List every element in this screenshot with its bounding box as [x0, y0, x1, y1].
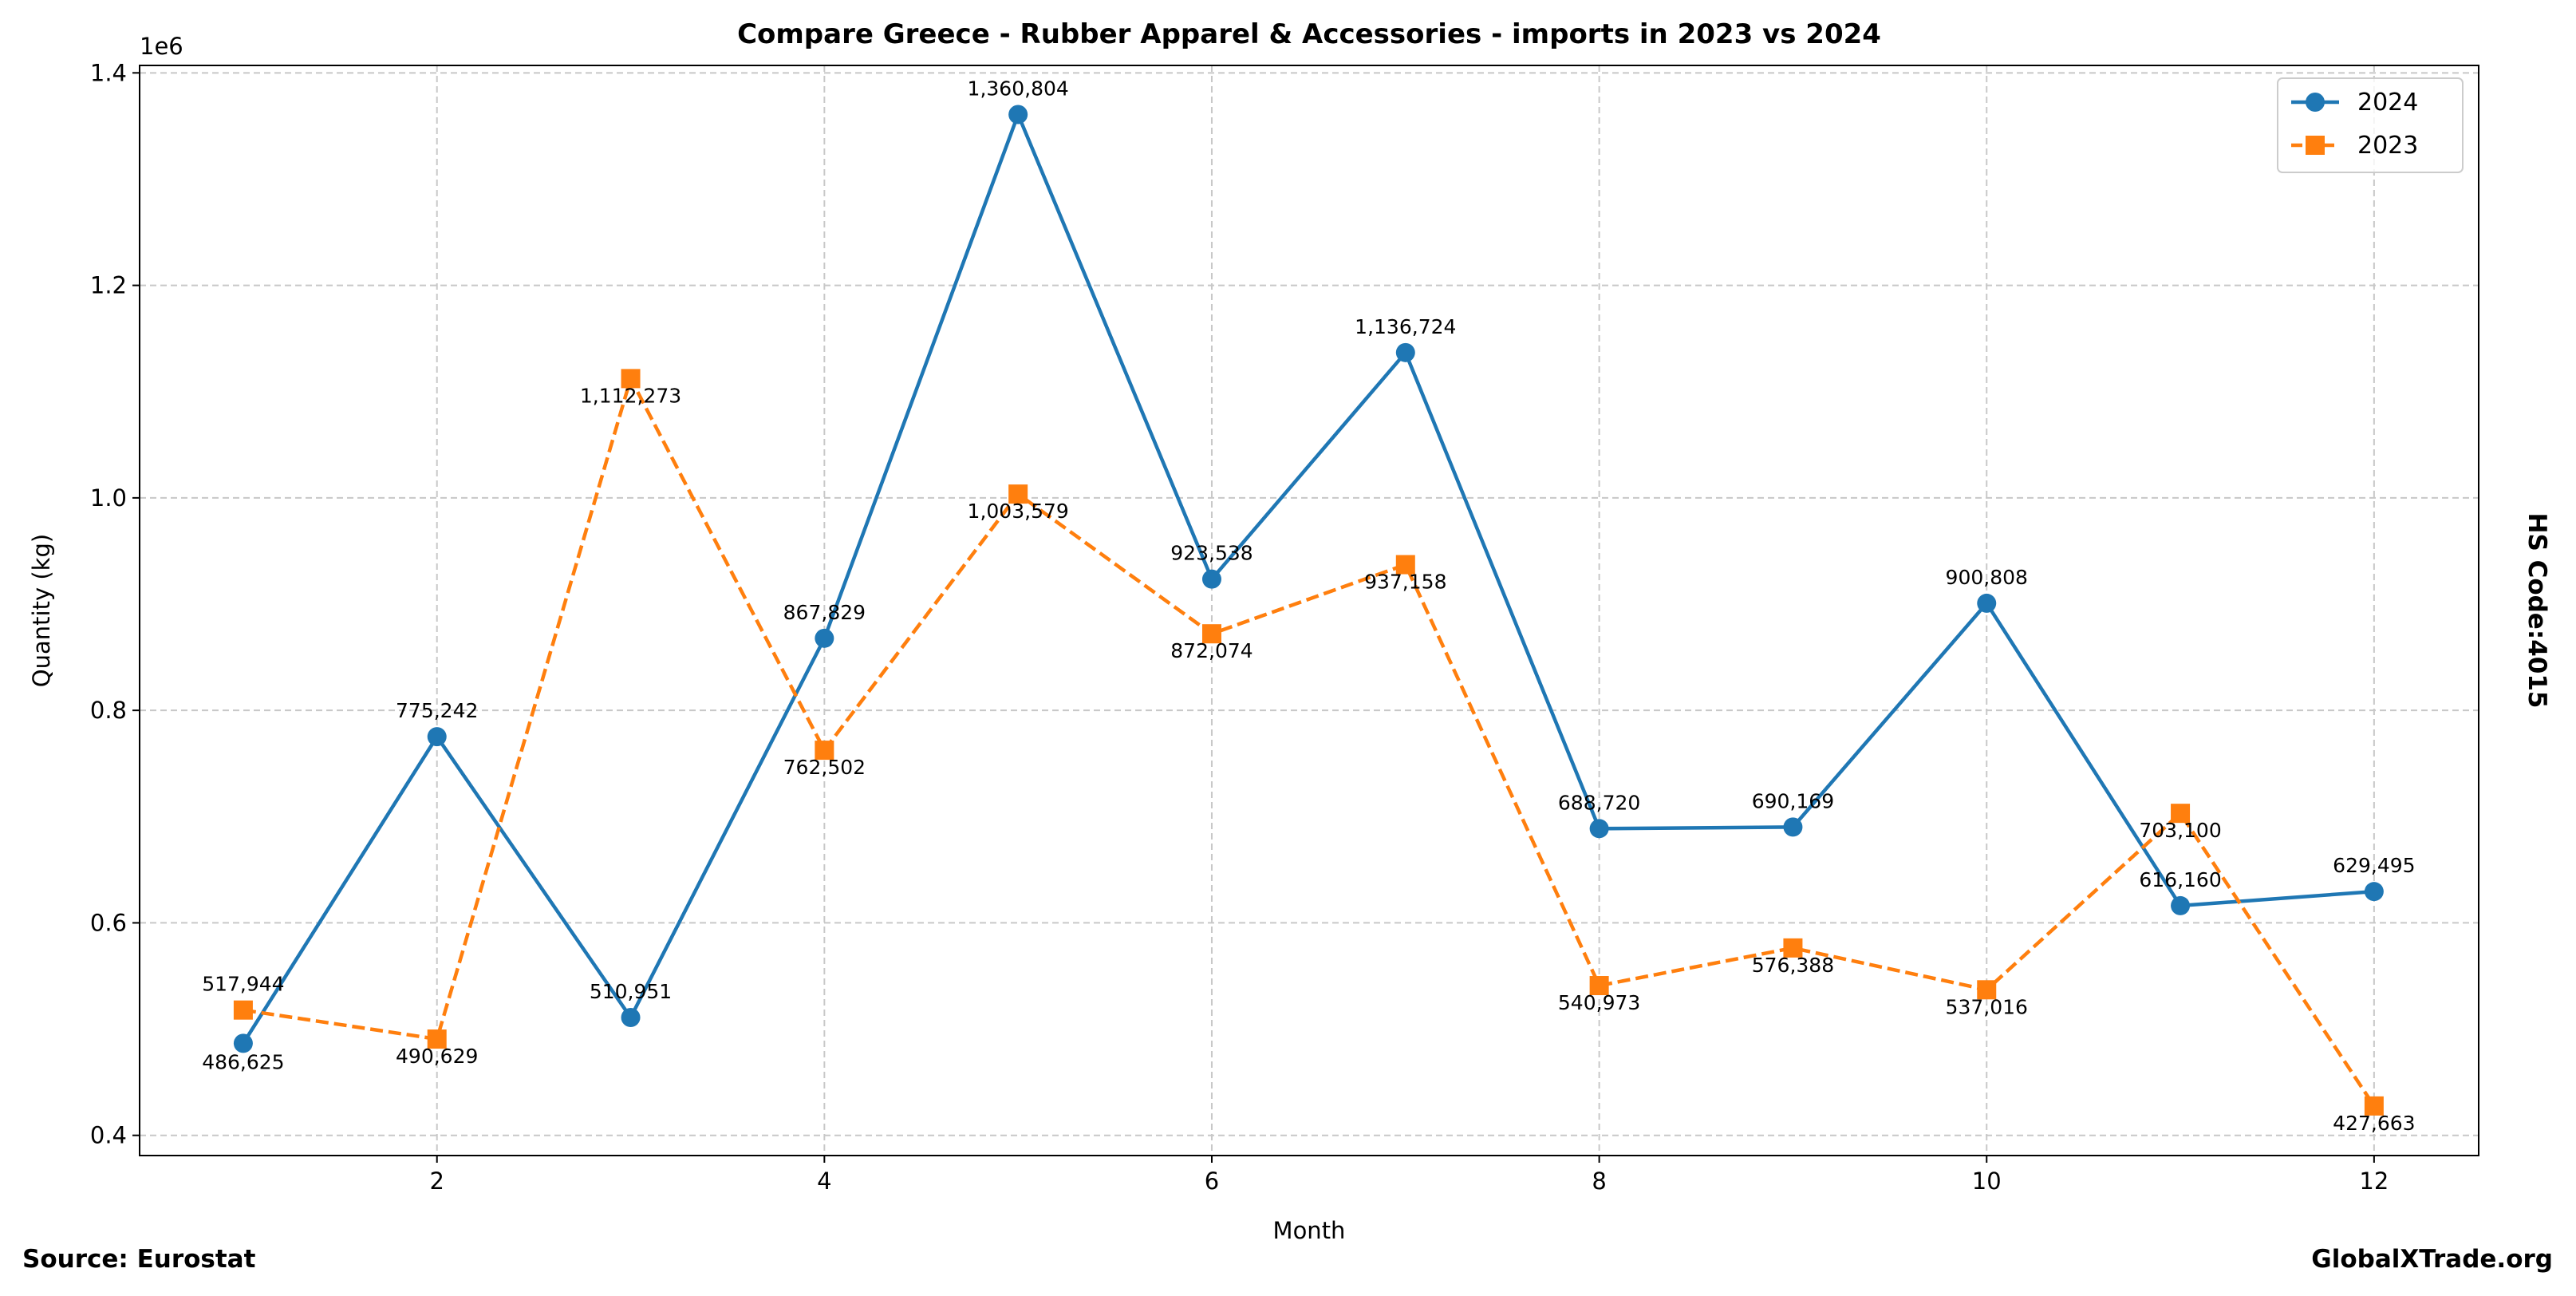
series-line-2023	[243, 373, 2376, 1108]
y-axis-label: Quantity (kg)	[28, 534, 55, 687]
data-label-2023: 490,629	[396, 1045, 478, 1068]
x-tick-label: 6	[1205, 1168, 1219, 1195]
point-2024	[815, 628, 834, 648]
x-tick-label: 4	[817, 1168, 831, 1195]
point-2023	[1395, 555, 1415, 575]
chart-title: Compare Greece - Rubber Apparel & Access…	[737, 18, 1881, 50]
data-label-2023: 576,388	[1752, 954, 1834, 977]
point-2024	[233, 1033, 253, 1053]
data-label-2023: 762,502	[783, 756, 866, 779]
point-2024	[1783, 817, 1803, 837]
legend-label-2023: 2023	[2357, 132, 2418, 160]
data-label-2023: 937,158	[1364, 571, 1446, 594]
point-2023	[2171, 804, 2191, 824]
data-label-2024: 486,625	[202, 1050, 284, 1073]
y-tick-label: 0.8	[90, 697, 127, 724]
data-labels: 486,625 775,242 510,951 867,829 1,360,804 923…	[202, 77, 2415, 1135]
data-label-2024: 1,136,724	[1355, 315, 1456, 338]
data-label-2023: 1,003,579	[968, 500, 1069, 523]
point-2023	[621, 369, 641, 389]
data-label-2023: 540,973	[1558, 991, 1640, 1014]
point-2024	[1201, 569, 1221, 589]
point-2023	[1589, 976, 1609, 996]
point-2023	[1783, 938, 1803, 958]
data-label-2023: 1,112,273	[580, 384, 681, 407]
y-tick-label: 1.2	[90, 272, 127, 299]
hs-code-label: HS Code:4015	[2523, 512, 2551, 708]
data-label-2024: 923,538	[1170, 542, 1252, 565]
y-offset-label: 1e6	[140, 33, 183, 60]
source-note: Source: Eurostat	[22, 1245, 256, 1274]
data-label-2024: 616,160	[2139, 868, 2221, 891]
legend-marker-2024	[2306, 93, 2325, 112]
point-2023	[1977, 980, 1997, 1000]
point-2023	[815, 741, 834, 761]
point-2024	[621, 1007, 641, 1027]
point-2023	[1201, 624, 1221, 644]
data-label-2024: 1,360,804	[968, 77, 1069, 101]
legend-marker-2023	[2306, 136, 2325, 155]
point-2024	[1008, 105, 1028, 124]
data-label-2023: 517,944	[202, 973, 284, 996]
series-layer	[233, 105, 2384, 1116]
point-2023	[233, 1000, 253, 1020]
data-label-2024: 510,951	[590, 980, 672, 1003]
data-label-2024: 629,495	[2333, 854, 2415, 877]
data-label-2024: 688,720	[1558, 791, 1640, 814]
x-tick-label: 10	[1972, 1168, 2002, 1195]
point-2024	[2171, 895, 2191, 915]
site-credit: GlobalXTrade.org	[2311, 1245, 2553, 1274]
data-label-2024: 867,829	[783, 601, 866, 624]
data-label-2023: 703,100	[2139, 819, 2221, 842]
point-2023	[2364, 1096, 2384, 1116]
point-2024	[1589, 819, 1609, 839]
x-axis-label: Month	[1273, 1217, 1346, 1244]
plot-frame	[139, 65, 2479, 1156]
point-2024	[1977, 593, 1997, 613]
data-label-2024: 775,242	[396, 699, 478, 722]
y-tick-label: 0.6	[90, 909, 127, 936]
x-tick-label: 2	[429, 1168, 444, 1195]
data-label-2023: 537,016	[1946, 995, 2028, 1018]
data-label-2024: 690,169	[1752, 789, 1834, 812]
point-2023	[1008, 484, 1028, 504]
data-label-2023: 872,074	[1170, 639, 1252, 662]
y-tick-label: 1.0	[90, 484, 127, 512]
data-label-2024: 900,808	[1946, 566, 2028, 589]
point-2024	[2364, 882, 2384, 902]
point-2023	[427, 1029, 447, 1049]
legend: 2024 2023	[2277, 77, 2464, 173]
axis-ticks: 2 4 6 8 10 12 0.4 0.6 0.8 1.0 1.2 1.4	[90, 59, 2389, 1195]
y-tick-label: 0.4	[90, 1122, 127, 1149]
y-tick-label: 1.4	[90, 59, 127, 86]
x-tick-label: 12	[2359, 1168, 2389, 1195]
legend-label-2024: 2024	[2357, 89, 2418, 117]
x-tick-label: 8	[1592, 1168, 1606, 1195]
point-2024	[1395, 342, 1415, 362]
series-line-2024	[242, 109, 2375, 1045]
data-label-2023: 427,663	[2333, 1112, 2415, 1135]
point-2024	[427, 727, 447, 747]
